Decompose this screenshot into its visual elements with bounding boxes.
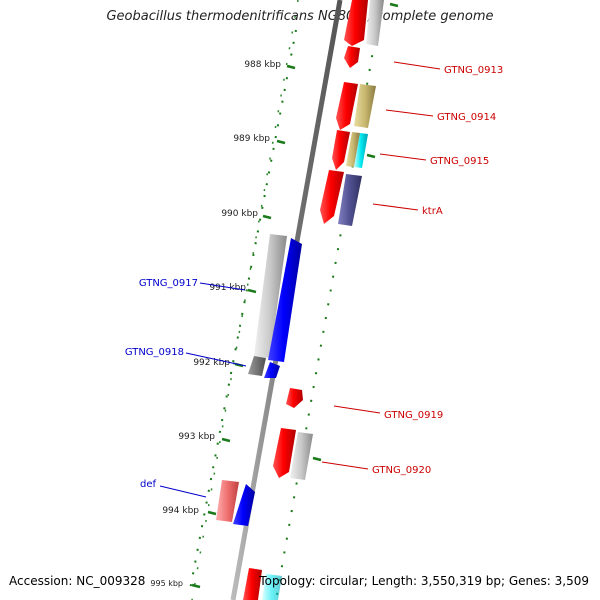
- gene-label: GTNG_0914: [437, 112, 496, 123]
- tick-label: 993 kbp: [178, 432, 215, 442]
- kbp-tick-994: 994 kbp: [162, 506, 217, 516]
- gene-label: def: [140, 479, 157, 490]
- kbp-tick-995: 995 kbp: [150, 579, 201, 589]
- label-GTNG_0920[interactable]: GTNG_0920: [321, 461, 431, 476]
- tick-label: 989 kbp: [233, 134, 270, 144]
- gene-GTNG_0915[interactable]: [332, 130, 368, 170]
- gene-GTNG_0919[interactable]: [286, 388, 303, 408]
- label-def[interactable]: def: [140, 479, 207, 498]
- tick-label: 991 kbp: [209, 283, 246, 293]
- label-ktrA[interactable]: ktrA: [372, 203, 443, 217]
- tick-label: 992 kbp: [193, 358, 230, 368]
- gene-label: GTNG_0913: [444, 65, 503, 76]
- gene-GTNG_0917[interactable]: [254, 234, 302, 362]
- genome-title: Geobacillus thermodenitrificans NG80-2, …: [106, 9, 494, 24]
- label-GTNG_0918[interactable]: GTNG_0918: [125, 347, 247, 367]
- label-GTNG_0919[interactable]: GTNG_0919: [333, 405, 443, 421]
- gene-label: GTNG_0915: [430, 156, 489, 167]
- gene-label: GTNG_0920: [372, 465, 431, 476]
- label-GTNG_0915[interactable]: GTNG_0915: [379, 153, 489, 167]
- kbp-tick-993: 993 kbp: [178, 432, 231, 443]
- gene-bottom-forward[interactable]: [243, 568, 282, 600]
- gene-label: ktrA: [422, 206, 443, 217]
- kbp-tick-990: 990 kbp: [221, 209, 272, 220]
- gene-label: GTNG_0919: [384, 410, 443, 421]
- gene-label: GTNG_0917: [139, 278, 198, 289]
- tick-label: 995 kbp: [150, 579, 183, 588]
- gene-GTNG_0913[interactable]: [344, 0, 384, 68]
- gene-label: GTNG_0918: [125, 347, 184, 358]
- kbp-tick-989: 989 kbp: [233, 134, 286, 145]
- label-GTNG_0913[interactable]: GTNG_0913: [393, 61, 503, 76]
- gene-ktrA[interactable]: [320, 170, 362, 226]
- label-GTNG_0917[interactable]: GTNG_0917: [139, 278, 246, 291]
- label-GTNG_0914[interactable]: GTNG_0914: [385, 109, 496, 123]
- feature-guide-marks: [312, 2, 399, 462]
- kbp-tick-988: 988 kbp: [244, 60, 296, 70]
- topology-text: Topology: circular; Length: 3,550,319 bp…: [259, 574, 589, 588]
- tick-label: 988 kbp: [244, 60, 281, 70]
- gene-GTNG_0920[interactable]: [273, 428, 313, 480]
- reverse-feature-guide: [191, 0, 299, 600]
- accession-text: Accession: NC_009328: [9, 574, 146, 588]
- gene-GTNG_0914[interactable]: [336, 82, 376, 130]
- tick-label: 994 kbp: [162, 506, 199, 516]
- gene-def[interactable]: [216, 480, 255, 526]
- tick-label: 990 kbp: [221, 209, 258, 219]
- gene-GTNG_0918[interactable]: [248, 356, 280, 378]
- kbp-tick-991: 991 kbp: [209, 283, 257, 294]
